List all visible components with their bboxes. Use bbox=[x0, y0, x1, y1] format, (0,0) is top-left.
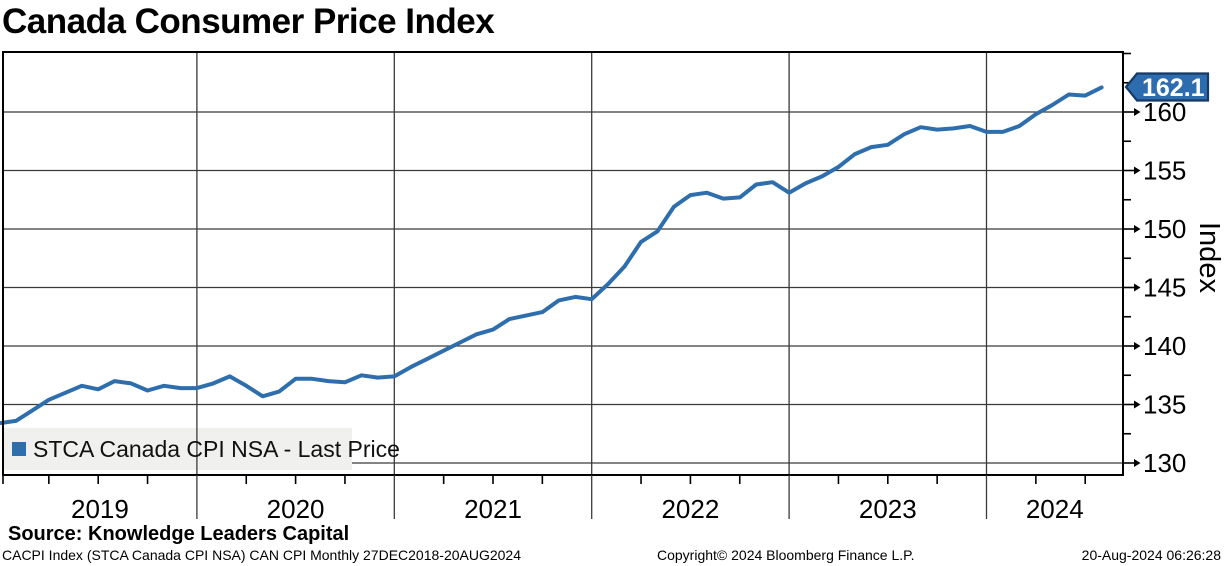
y-tick-label: 130 bbox=[1143, 448, 1186, 478]
cpi-line-series bbox=[0, 85, 1104, 426]
y-tick-label: 140 bbox=[1143, 331, 1186, 361]
y-tick-label: 160 bbox=[1143, 97, 1186, 127]
y-tick-arrow-icon bbox=[1134, 459, 1141, 467]
footer-copyright: Copyright© 2024 Bloomberg Finance L.P. bbox=[657, 547, 915, 563]
y-tick-label: 150 bbox=[1143, 214, 1186, 244]
y-tick-arrow-icon bbox=[1134, 342, 1141, 350]
y-tick-label: 145 bbox=[1143, 273, 1186, 303]
y-axis-title: Index bbox=[1193, 222, 1224, 293]
cpi-chart: 130 135 140 145 150 155 160 2019 2020 2021 2022 202… bbox=[0, 51, 1210, 522]
y-tick-label: 155 bbox=[1143, 156, 1186, 186]
legend-label: STCA Canada CPI NSA - Last Price bbox=[33, 435, 400, 462]
y-tick-label: 135 bbox=[1143, 390, 1186, 420]
y-tick-arrow-icon bbox=[1134, 108, 1141, 116]
y-tick-arrow-icon bbox=[1134, 166, 1141, 175]
last-price-tag-label: 162.1 bbox=[1142, 74, 1205, 102]
legend-background bbox=[3, 428, 352, 470]
footer-ticker-info: CACPI Index (STCA Canada CPI NSA) CAN CP… bbox=[2, 547, 522, 563]
plot-frame bbox=[2, 51, 1124, 476]
y-tick-arrow-icon bbox=[1134, 225, 1141, 233]
source-line: Source: Knowledge Leaders Capital bbox=[8, 523, 350, 545]
x-year-label: 2019 bbox=[71, 494, 129, 522]
legend: STCA Canada CPI NSA - Last Price bbox=[3, 428, 400, 470]
y-tick-arrow-icon bbox=[1134, 283, 1141, 292]
footer-timestamp: 20-Aug-2024 06:26:28 bbox=[1081, 547, 1221, 563]
y-tick-arrow-icon bbox=[1134, 400, 1141, 409]
x-year-label: 2023 bbox=[859, 494, 917, 522]
x-year-label: 2020 bbox=[267, 494, 325, 522]
last-price-tag bbox=[1124, 72, 1210, 102]
x-year-label: 2021 bbox=[464, 494, 522, 522]
x-year-label: 2024 bbox=[1026, 494, 1084, 522]
page-title: Canada Consumer Price Index bbox=[2, 2, 495, 41]
x-year-label: 2022 bbox=[661, 494, 719, 522]
legend-marker-icon bbox=[12, 442, 26, 456]
